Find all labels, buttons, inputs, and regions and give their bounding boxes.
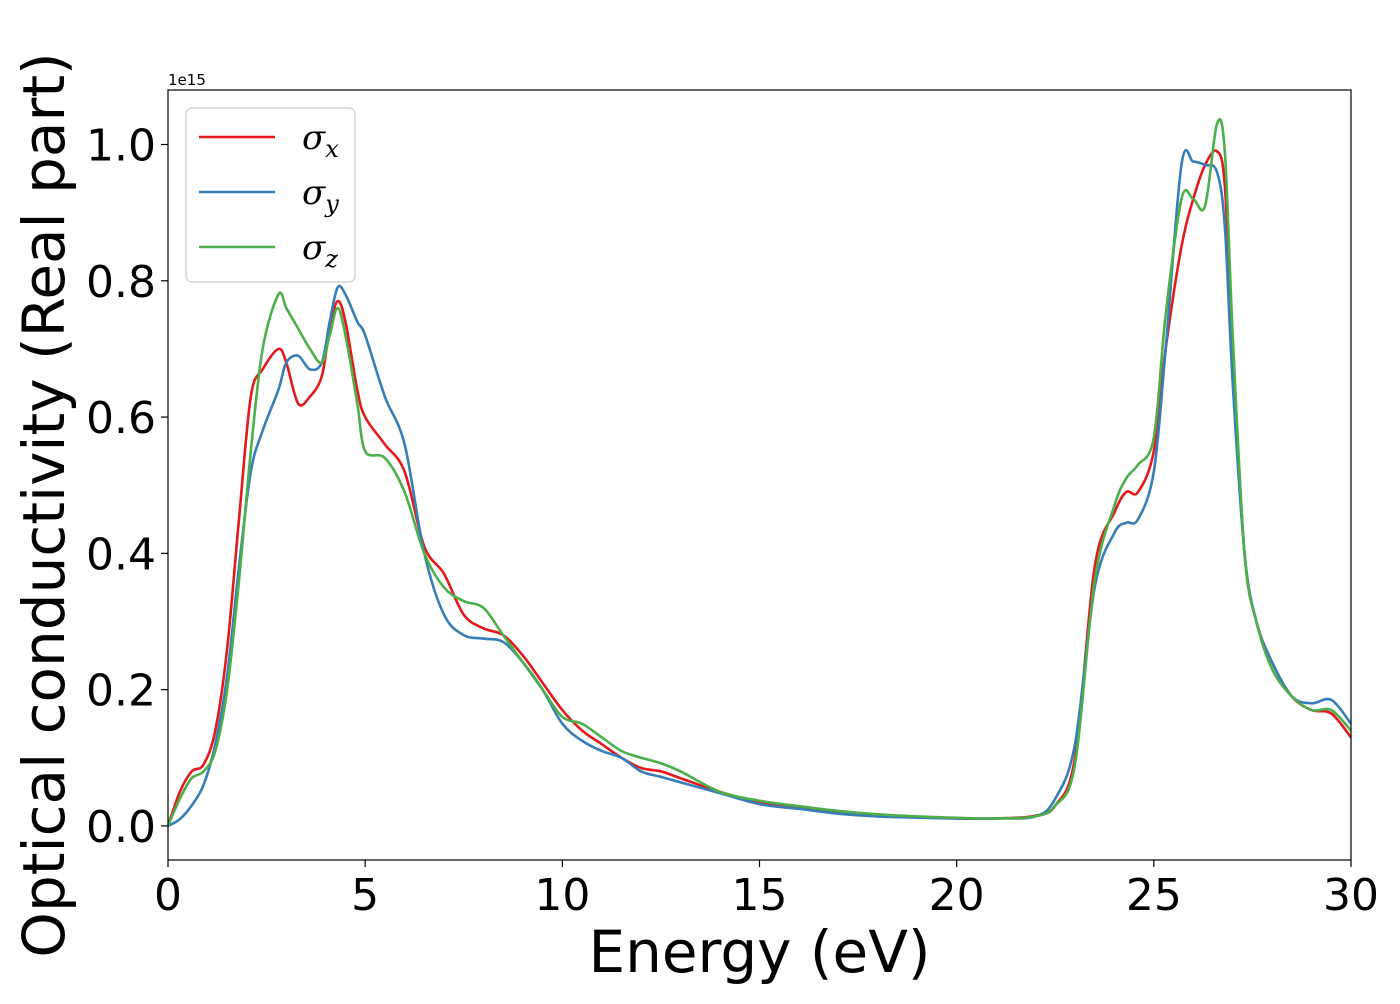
y-axis: 0.0 0.2 0.4 0.6 0.8 1.0 xyxy=(86,121,168,853)
y-tick-label: 0.2 xyxy=(86,666,156,717)
x-tick-label: 15 xyxy=(732,870,788,921)
series-line-z xyxy=(168,118,1351,828)
x-axis-title: Energy (eV) xyxy=(588,918,930,986)
y-tick-label: 0.0 xyxy=(86,802,156,853)
series-layer xyxy=(168,118,1351,828)
y-tick-label: 1.0 xyxy=(86,121,156,172)
y-tick-label: 0.4 xyxy=(86,529,156,580)
y-axis-offset-label: 1e15 xyxy=(168,71,206,89)
x-tick-label: 0 xyxy=(154,870,182,921)
x-tick-label: 20 xyxy=(929,870,985,921)
y-tick-label: 0.6 xyxy=(86,393,156,444)
legend-label-x: σx xyxy=(302,118,339,163)
legend-label-y: σy xyxy=(302,173,339,218)
series-line-y xyxy=(168,148,1351,828)
y-axis-title: Optical conductivity (Real part) xyxy=(10,52,78,957)
y-tick-label: 0.8 xyxy=(86,257,156,308)
x-tick-label: 5 xyxy=(351,870,379,921)
x-tick-label: 25 xyxy=(1126,870,1182,921)
legend-box xyxy=(185,107,356,283)
x-tick-label: 10 xyxy=(534,870,590,921)
x-axis: 0 5 10 15 20 25 30 xyxy=(154,860,1379,921)
legend: σx σy σz xyxy=(185,107,356,283)
x-tick-label: 30 xyxy=(1323,870,1379,921)
legend-label-z: σz xyxy=(302,228,338,273)
